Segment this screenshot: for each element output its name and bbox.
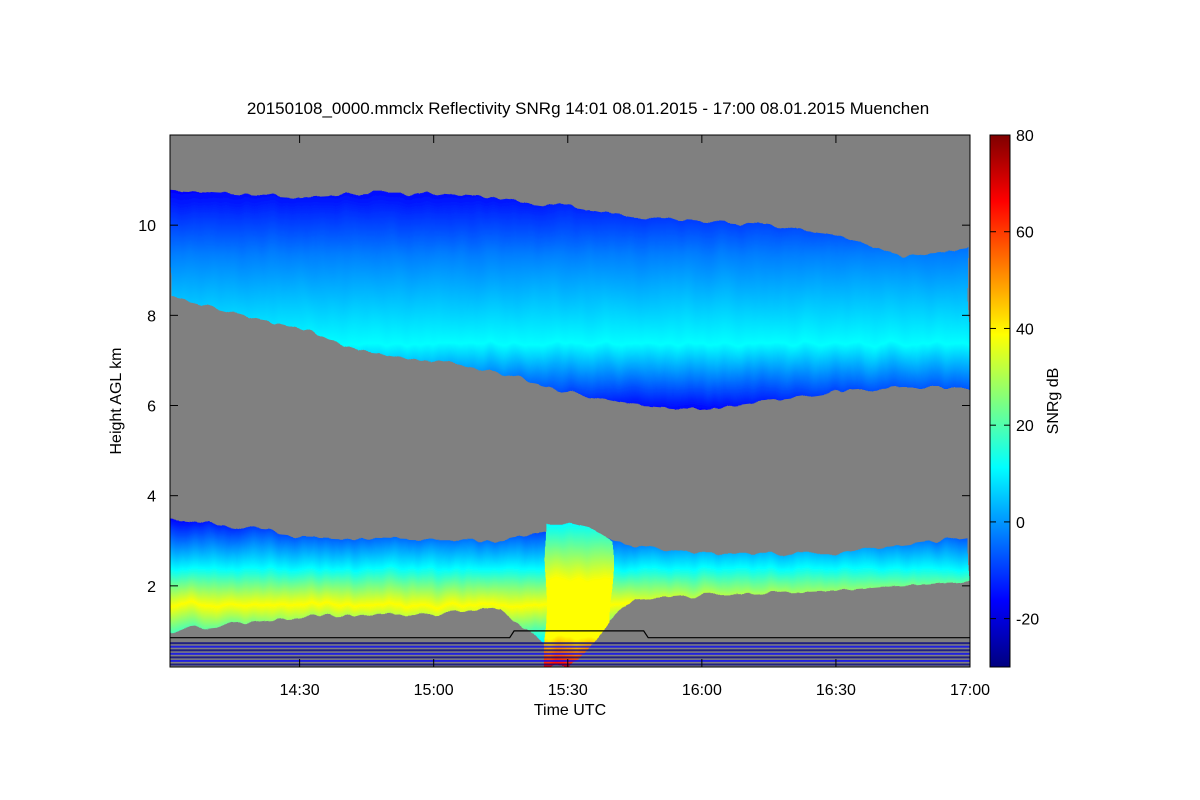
clutter-band — [170, 649, 970, 652]
x-tick-label: 17:00 — [950, 682, 990, 699]
chart-title: 20150108_0000.mmclx Reflectivity SNRg 14… — [247, 99, 929, 118]
y-tick-label: 4 — [147, 489, 156, 506]
y-tick-label: 2 — [147, 579, 156, 596]
colorbar-label: SNRg dB — [1045, 368, 1062, 435]
clutter-band — [170, 645, 970, 648]
x-tick-label: 16:00 — [682, 682, 722, 699]
colorbar-tick-label: 0 — [1016, 515, 1025, 532]
clutter-band — [170, 659, 970, 662]
y-tick-label: 10 — [138, 218, 156, 235]
x-axis: 14:30 15:00 15:30 16:00 16:30 17:00 — [280, 135, 990, 699]
y-tick-label: 8 — [147, 308, 156, 325]
clutter-band — [170, 652, 970, 655]
colorbar-tick-label: -20 — [1016, 612, 1039, 629]
reference-line — [170, 630, 970, 639]
y-axis-label: Height AGL km — [108, 347, 125, 454]
colorbar-tick-label: 80 — [1016, 128, 1034, 145]
x-tick-label: 15:00 — [414, 682, 454, 699]
colorbar-tick-label: 20 — [1016, 418, 1034, 435]
colorbar: -20 0 20 40 60 80 SNRg dB — [989, 128, 1062, 668]
x-tick-label: 15:30 — [548, 682, 588, 699]
colorbar-ramp — [989, 134, 1011, 668]
x-tick-label: 14:30 — [280, 682, 320, 699]
x-tick-label: 16:30 — [816, 682, 856, 699]
y-axis: 2 4 6 8 10 — [138, 218, 970, 596]
clutter-band — [170, 656, 970, 659]
colorbar-tick-label: 60 — [1016, 225, 1034, 242]
cloud-layer-upper-cloud — [170, 189, 970, 410]
y-tick-label: 6 — [147, 399, 156, 416]
colorbar-tick-label: 40 — [1016, 321, 1034, 338]
clutter-band — [170, 663, 970, 666]
plot-frame — [169, 134, 971, 668]
x-axis-label: Time UTC — [534, 702, 606, 719]
clutter-band — [170, 642, 970, 645]
ground-clutter-speckle — [170, 642, 970, 666]
plot-area — [169, 134, 971, 668]
